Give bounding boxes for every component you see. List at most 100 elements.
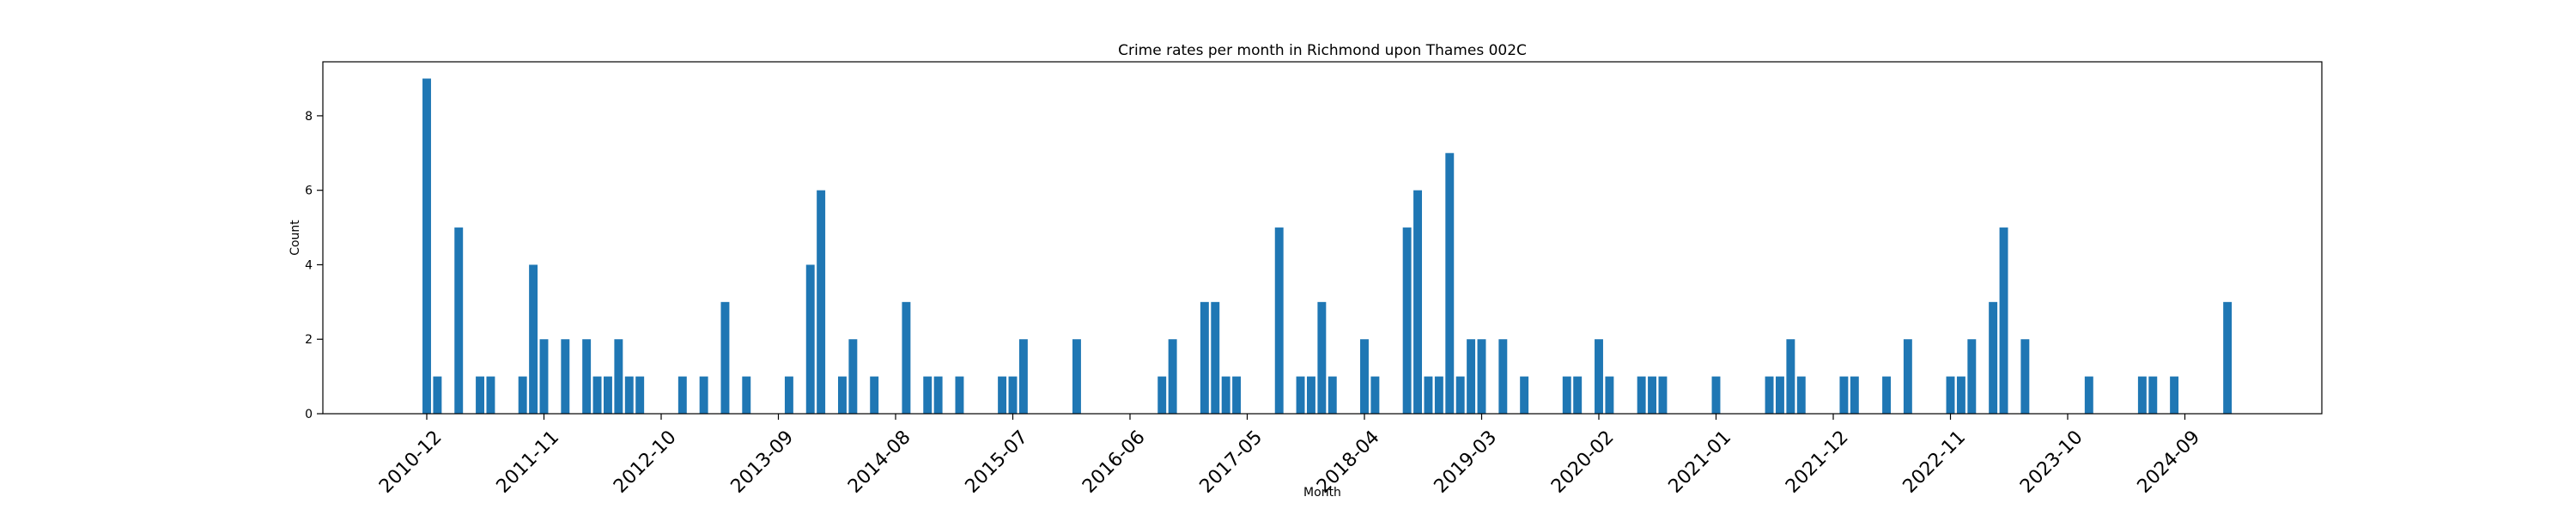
bar-2012-08 [635, 376, 645, 414]
bar-2011-03 [454, 227, 464, 414]
bar-2023-12 [2084, 376, 2093, 414]
bar-2021-08 [1786, 339, 1795, 414]
bar-2010-12 [422, 78, 431, 415]
x-tick-label: 2016-06 [1078, 427, 1150, 498]
bar-2021-07 [1775, 376, 1784, 414]
bar-2011-06 [486, 376, 495, 414]
bar-2014-01 [817, 190, 826, 414]
bar-2022-05 [1882, 376, 1892, 414]
bar-2021-09 [1796, 376, 1806, 414]
bar-2023-06 [2020, 339, 2030, 414]
bar-2024-08 [2170, 376, 2179, 414]
bar-2014-03 [837, 376, 847, 414]
bar-2013-10 [784, 376, 793, 414]
bar-2013-12 [805, 264, 815, 414]
bar-2012-12 [677, 376, 687, 414]
bar-2019-12 [1573, 376, 1583, 414]
x-tick-label: 2012-10 [610, 427, 681, 498]
x-tick-label: 2021-12 [1782, 427, 1853, 498]
bar-2017-08 [1274, 227, 1284, 414]
x-tick-label: 2019-03 [1431, 427, 1502, 498]
bar-2019-01 [1455, 376, 1465, 414]
bar-2015-07 [1008, 376, 1018, 414]
bar-2019-05 [1498, 339, 1508, 414]
bar-2014-09 [902, 301, 911, 414]
x-tick-label: 2023-10 [2016, 427, 2087, 498]
bar-2023-04 [1999, 227, 2008, 414]
bar-2018-09 [1413, 190, 1423, 414]
bar-2022-11 [1946, 376, 1955, 414]
bar-2018-12 [1445, 153, 1455, 414]
bar-2014-11 [923, 376, 933, 414]
x-tick-label: 2013-09 [727, 427, 799, 498]
bar-2019-11 [1562, 376, 1571, 414]
bar-2022-12 [1956, 376, 1965, 414]
x-tick-label: 2018-04 [1313, 427, 1384, 498]
bar-2017-12 [1317, 301, 1327, 414]
bar-2015-08 [1018, 339, 1028, 414]
bar-2018-01 [1327, 376, 1337, 414]
y-tick-label: 8 [305, 110, 313, 124]
bar-2020-02 [1595, 339, 1603, 414]
bar-2011-09 [518, 376, 527, 414]
bar-2025-01 [2223, 301, 2233, 414]
bar-2012-06 [614, 339, 623, 414]
bar-2022-01 [1839, 376, 1849, 414]
bar-2019-02 [1467, 339, 1476, 414]
bar-2023-01 [1967, 339, 1977, 414]
y-tick-label: 4 [305, 258, 313, 272]
bar-2024-05 [2137, 376, 2147, 414]
x-tick-label: 2024-09 [2134, 427, 2205, 498]
bar-2013-06 [742, 376, 751, 414]
bar-2024-06 [2148, 376, 2158, 414]
bars-group [422, 78, 2233, 415]
bar-2016-10 [1168, 339, 1177, 414]
bar-2017-01 [1200, 301, 1209, 414]
x-tick-label: 2022-11 [1899, 427, 1971, 498]
bar-2021-01 [1711, 376, 1721, 414]
y-tick-label: 6 [305, 185, 313, 198]
bar-2012-03 [582, 339, 592, 414]
bar-2012-04 [592, 376, 602, 414]
bar-2013-02 [699, 376, 708, 414]
bar-2017-02 [1211, 301, 1220, 414]
bar-2014-06 [870, 376, 879, 414]
y-tick-label: 0 [305, 408, 313, 421]
bar-2018-11 [1434, 376, 1443, 414]
plot-area-frame [322, 61, 2323, 415]
bar-2020-08 [1658, 376, 1668, 414]
bar-2011-05 [476, 376, 485, 414]
bar-2020-07 [1648, 376, 1657, 414]
x-tick-label: 2010-12 [375, 427, 447, 498]
y-axis-ticks: 0 2 4 6 8 [305, 110, 323, 421]
bar-2020-03 [1605, 376, 1614, 414]
x-tick-label: 2015-07 [962, 427, 1033, 498]
bar-2022-02 [1850, 376, 1859, 414]
bar-2014-04 [848, 339, 858, 414]
bar-2012-05 [603, 376, 612, 414]
bar-2011-01 [433, 376, 442, 414]
bar-2013-04 [720, 301, 730, 414]
x-tick-label: 2020-02 [1547, 427, 1619, 498]
x-tick-label: 2011-11 [493, 427, 564, 498]
bar-2019-03 [1477, 339, 1486, 414]
x-tick-label: 2017-05 [1196, 427, 1267, 498]
bar-2021-06 [1765, 376, 1774, 414]
y-axis-label: Count [289, 220, 302, 256]
bar-2018-04 [1360, 339, 1369, 414]
bar-2011-11 [539, 339, 549, 414]
bar-2020-06 [1637, 376, 1646, 414]
bar-2017-11 [1306, 376, 1315, 414]
bar-2017-10 [1296, 376, 1305, 414]
chart-title: Crime rates per month in Richmond upon T… [1118, 42, 1527, 59]
bar-2017-04 [1232, 376, 1242, 414]
y-tick-label: 2 [305, 333, 313, 347]
bar-2022-07 [1903, 339, 1912, 414]
bar-2018-05 [1370, 376, 1380, 414]
bar-2018-08 [1402, 227, 1412, 414]
x-tick-label: 2014-08 [844, 427, 915, 498]
bar-2016-09 [1157, 376, 1167, 414]
bar-2018-10 [1424, 376, 1433, 414]
bar-2015-06 [998, 376, 1007, 414]
